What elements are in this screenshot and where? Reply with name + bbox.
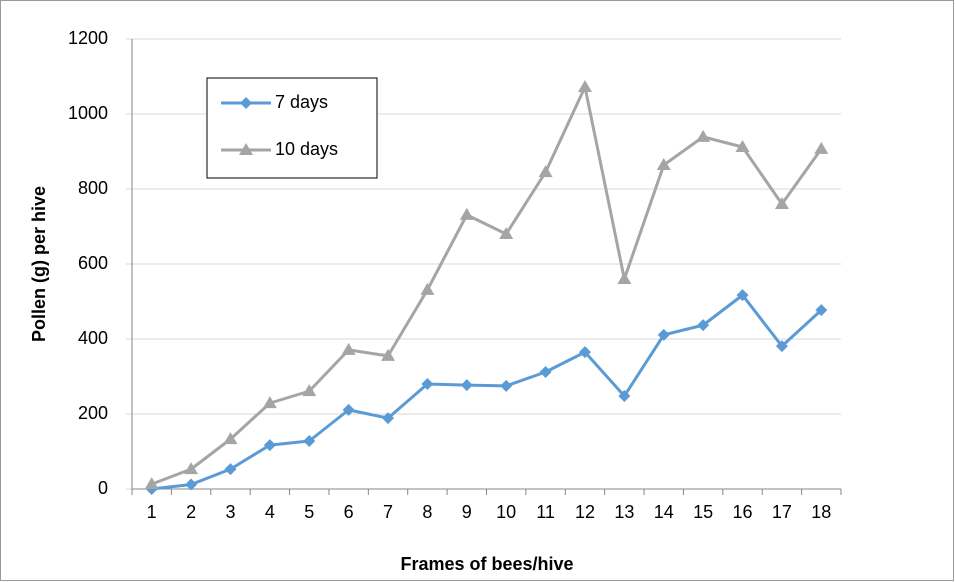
marker <box>499 227 514 239</box>
marker <box>538 165 553 178</box>
marker <box>459 207 474 220</box>
marker <box>657 328 670 341</box>
legend-label: 7 days <box>275 92 328 112</box>
y-axis-title: Pollen (g) per hive <box>29 186 49 342</box>
y-tick-label: 0 <box>98 478 108 498</box>
x-tick-label: 6 <box>344 502 354 522</box>
y-tick-label: 800 <box>78 178 108 198</box>
y-tick-label: 600 <box>78 253 108 273</box>
marker <box>697 319 710 332</box>
x-tick-label: 8 <box>422 502 432 522</box>
marker <box>144 477 159 490</box>
marker <box>382 412 395 425</box>
marker <box>341 342 356 355</box>
legend-label: 10 days <box>275 139 338 159</box>
marker <box>577 80 592 92</box>
x-tick-label: 9 <box>462 502 472 522</box>
marker <box>302 384 317 397</box>
marker <box>263 439 276 452</box>
x-tick-label: 2 <box>186 502 196 522</box>
marker <box>578 346 591 359</box>
marker <box>381 348 396 361</box>
y-tick-label: 200 <box>78 403 108 423</box>
marker <box>814 141 829 154</box>
marker <box>185 478 198 491</box>
marker <box>735 140 750 152</box>
marker <box>184 462 199 475</box>
marker <box>239 143 253 155</box>
marker <box>240 97 252 109</box>
y-tick-label: 1200 <box>68 28 108 48</box>
x-tick-label: 14 <box>654 502 674 522</box>
marker <box>421 378 434 390</box>
marker <box>774 197 789 209</box>
y-tick-label: 1000 <box>68 103 108 123</box>
marker <box>539 366 552 378</box>
x-axis-title: Frames of bees/hive <box>400 554 573 574</box>
x-tick-label: 16 <box>733 502 753 522</box>
y-tick-label: 400 <box>78 328 108 348</box>
x-tick-label: 1 <box>147 502 157 522</box>
x-tick-label: 7 <box>383 502 393 522</box>
x-tick-label: 11 <box>536 502 555 522</box>
marker <box>775 340 788 353</box>
legend-box <box>206 77 378 179</box>
x-tick-label: 18 <box>811 502 831 522</box>
x-tick-label: 13 <box>614 502 634 522</box>
marker <box>342 403 355 416</box>
x-tick-label: 4 <box>265 502 275 522</box>
marker <box>460 379 473 392</box>
x-tick-label: 3 <box>225 502 235 522</box>
marker <box>736 289 749 302</box>
x-tick-label: 5 <box>304 502 314 522</box>
series-line <box>151 85 823 486</box>
x-tick-label: 17 <box>772 502 792 522</box>
series-line <box>151 293 823 491</box>
x-tick-label: 10 <box>496 502 516 522</box>
marker <box>223 432 238 445</box>
x-tick-label: 12 <box>575 502 595 522</box>
marker <box>815 304 828 317</box>
marker <box>303 435 316 447</box>
marker <box>420 282 435 295</box>
x-tick-label: 15 <box>693 502 713 522</box>
marker <box>656 158 671 170</box>
marker <box>262 396 277 409</box>
marker <box>618 390 631 402</box>
marker <box>696 129 711 142</box>
marker <box>224 463 237 476</box>
marker <box>500 379 513 392</box>
marker <box>617 272 632 284</box>
